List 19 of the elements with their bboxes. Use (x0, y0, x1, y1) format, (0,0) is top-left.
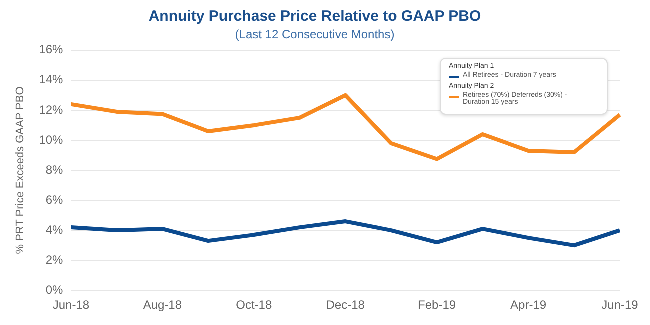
chart-title: Annuity Purchase Price Relative to GAAP PBO (148, 8, 482, 26)
y-tick-label: 4% (46, 222, 64, 237)
y-tick-label: 14% (39, 72, 64, 87)
x-tick-label: Oct-18 (236, 298, 272, 312)
y-axis-title: % PRT Price Exceeds GAAP PBO (14, 86, 27, 254)
y-tick-label: 6% (46, 192, 64, 207)
chart-subtitle: (Last 12 Consecutive Months) (235, 28, 395, 42)
y-tick-label: 8% (46, 162, 64, 177)
x-tick-label: Feb-19 (418, 298, 456, 312)
y-tick-label: 12% (39, 102, 64, 117)
x-tick-label: Jun-18 (52, 298, 90, 312)
x-tick-label: Apr-19 (510, 298, 547, 312)
y-tick-label: 0% (46, 282, 64, 297)
x-tick-label: Dec-18 (326, 298, 366, 312)
x-tick-label: Aug-18 (143, 298, 182, 312)
y-tick-label: 10% (39, 132, 64, 147)
y-tick-label: 16% (39, 42, 64, 57)
x-tick-label: Jun-19 (602, 298, 639, 312)
y-tick-label: 2% (46, 252, 64, 267)
